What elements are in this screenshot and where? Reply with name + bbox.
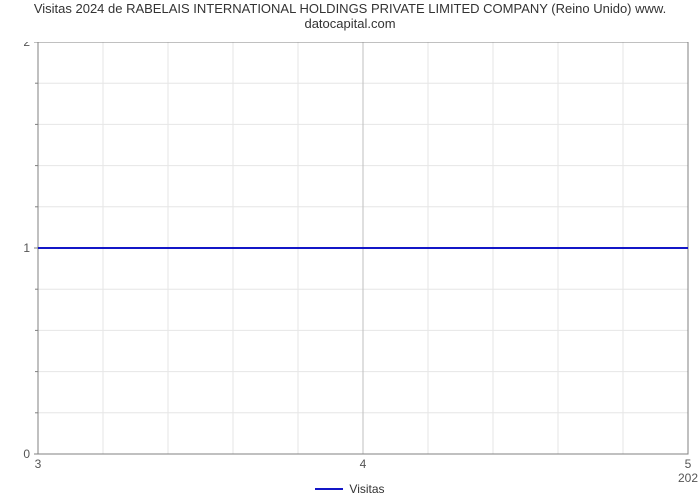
legend-swatch	[315, 488, 343, 490]
chart-title: Visitas 2024 de RABELAIS INTERNATIONAL H…	[0, 2, 700, 32]
y-tick-label: 2	[23, 42, 30, 49]
legend-label: Visitas	[349, 482, 384, 496]
chart-title-line-2: datocapital.com	[0, 17, 700, 32]
chart-title-line-1: Visitas 2024 de RABELAIS INTERNATIONAL H…	[0, 2, 700, 17]
chart-container: Visitas 2024 de RABELAIS INTERNATIONAL H…	[0, 0, 700, 500]
chart-legend: Visitas	[0, 479, 700, 496]
x-tick-label: 5	[685, 457, 692, 471]
chart-plot: 345202012	[0, 42, 700, 494]
y-tick-label: 0	[23, 447, 30, 461]
x-tick-label: 4	[360, 457, 367, 471]
legend-item-visitas: Visitas	[315, 482, 384, 496]
x-tick-label: 3	[35, 457, 42, 471]
y-tick-label: 1	[23, 241, 30, 255]
